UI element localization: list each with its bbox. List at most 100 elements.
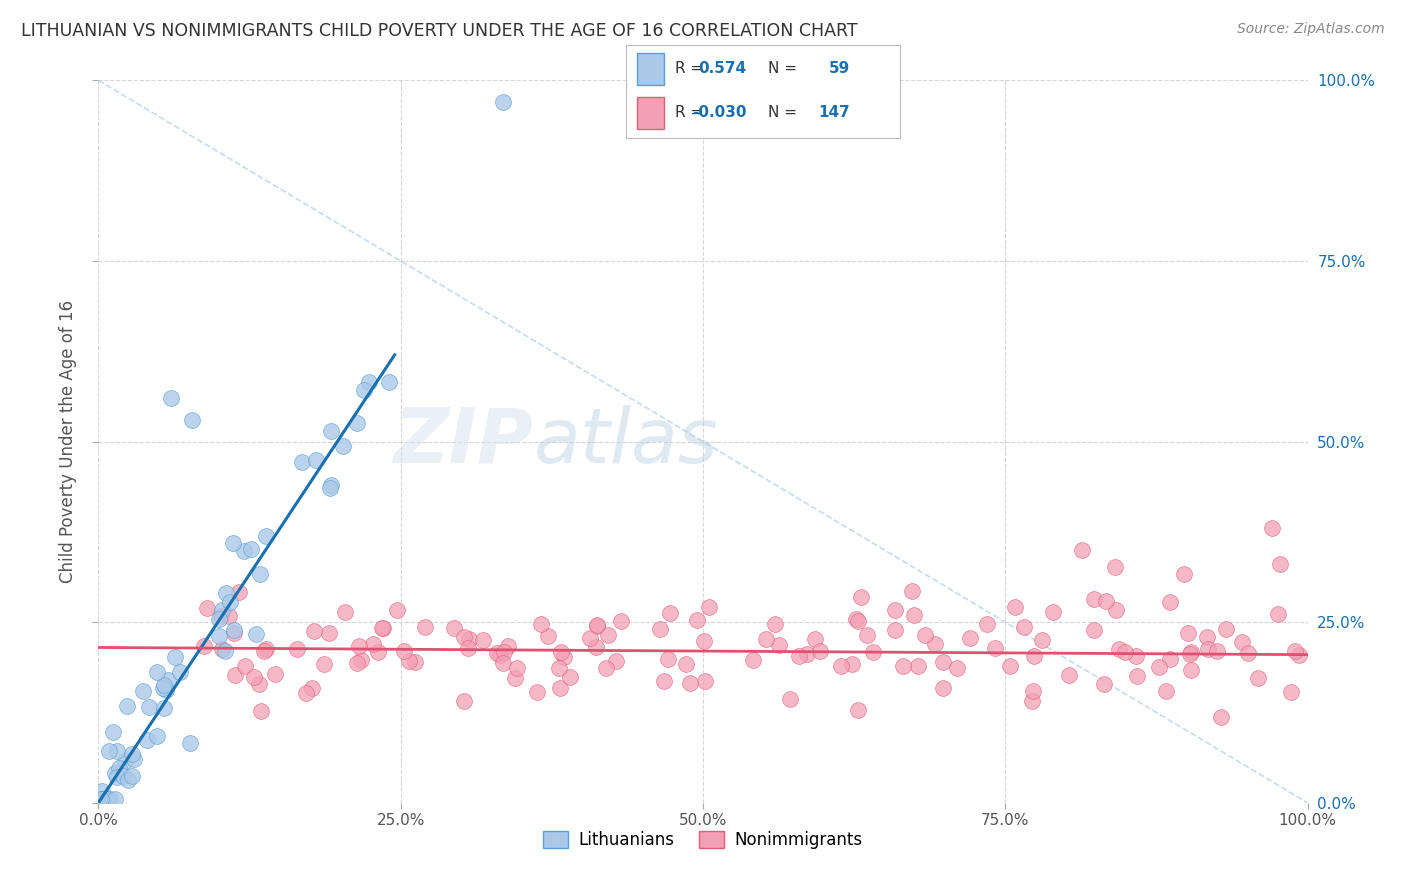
Point xyxy=(498,639,520,653)
Point xyxy=(385,602,408,616)
Point xyxy=(378,375,401,389)
Point xyxy=(215,586,238,600)
Point xyxy=(693,633,716,648)
Point xyxy=(193,639,215,653)
Point xyxy=(846,703,869,717)
Point xyxy=(219,595,242,609)
Point xyxy=(453,630,475,644)
Point xyxy=(443,622,465,636)
Point xyxy=(319,481,342,495)
Point xyxy=(486,646,509,660)
Text: N =: N = xyxy=(768,105,797,120)
Point xyxy=(222,536,245,550)
Point xyxy=(1211,710,1233,724)
Point xyxy=(302,624,325,638)
Point xyxy=(214,644,236,658)
Point xyxy=(586,619,609,633)
Point xyxy=(883,623,905,637)
Point xyxy=(371,622,394,636)
Text: N =: N = xyxy=(768,62,797,77)
Point xyxy=(998,659,1021,673)
Point xyxy=(946,661,969,675)
Text: 147: 147 xyxy=(818,105,851,120)
Point xyxy=(1178,648,1201,662)
Legend: Lithuanians, Nonimmigrants: Lithuanians, Nonimmigrants xyxy=(537,824,869,856)
Point xyxy=(98,744,121,758)
Point xyxy=(1180,663,1202,677)
Point xyxy=(1114,644,1136,658)
Point xyxy=(471,632,494,647)
Point xyxy=(787,648,810,663)
Point xyxy=(1125,648,1147,663)
Point xyxy=(332,439,354,453)
Point xyxy=(263,666,285,681)
Point xyxy=(181,413,204,427)
Point xyxy=(492,95,515,109)
Point xyxy=(605,655,627,669)
Point xyxy=(1236,646,1258,660)
Point xyxy=(578,631,600,645)
Point xyxy=(152,700,174,714)
Point xyxy=(353,383,375,397)
Point xyxy=(211,642,233,657)
Point xyxy=(458,632,481,646)
Point xyxy=(91,792,114,806)
Y-axis label: Child Poverty Under the Age of 16: Child Poverty Under the Age of 16 xyxy=(59,300,77,583)
Point xyxy=(121,769,143,783)
Point xyxy=(457,641,479,656)
Point xyxy=(489,648,512,663)
Point xyxy=(254,641,277,656)
Point xyxy=(305,452,328,467)
Point xyxy=(550,645,572,659)
Point xyxy=(1159,652,1181,666)
Point xyxy=(849,590,872,604)
Point xyxy=(891,659,914,673)
Text: R =: R = xyxy=(675,105,703,120)
Point xyxy=(1004,600,1026,615)
Point xyxy=(763,617,786,632)
Bar xyxy=(637,53,664,85)
Point xyxy=(596,628,619,642)
Point xyxy=(914,627,936,641)
Point xyxy=(453,694,475,708)
Text: Source: ZipAtlas.com: Source: ZipAtlas.com xyxy=(1237,22,1385,37)
Point xyxy=(526,685,548,699)
Text: ZIP: ZIP xyxy=(394,405,534,478)
Point xyxy=(346,656,368,670)
Point xyxy=(742,653,765,667)
Point xyxy=(1247,671,1270,685)
Point xyxy=(138,700,160,714)
Point xyxy=(492,645,515,659)
Point xyxy=(846,615,869,629)
Point xyxy=(211,603,233,617)
Point xyxy=(1095,594,1118,608)
Point xyxy=(841,657,863,671)
Point xyxy=(1279,685,1302,699)
Point xyxy=(679,676,702,690)
Point xyxy=(404,655,426,669)
Point xyxy=(413,620,436,634)
Point xyxy=(179,736,201,750)
Point xyxy=(1042,605,1064,619)
Point xyxy=(779,692,801,706)
Point xyxy=(553,649,575,664)
Point xyxy=(239,542,262,557)
Point xyxy=(218,609,240,624)
Point xyxy=(755,632,778,646)
Point xyxy=(1206,644,1229,658)
Point xyxy=(659,607,682,621)
Point xyxy=(1057,667,1080,681)
Text: LITHUANIAN VS NONIMMIGRANTS CHILD POVERTY UNDER THE AGE OF 16 CORRELATION CHART: LITHUANIAN VS NONIMMIGRANTS CHILD POVERT… xyxy=(21,22,858,40)
Point xyxy=(363,637,385,651)
Point xyxy=(695,674,717,689)
Point xyxy=(804,632,827,646)
Text: 59: 59 xyxy=(830,62,851,77)
Point xyxy=(155,682,177,697)
Point xyxy=(122,752,145,766)
Point xyxy=(1195,630,1218,644)
Point xyxy=(529,617,551,632)
Point xyxy=(650,622,672,636)
Point xyxy=(548,661,571,675)
Point xyxy=(699,600,721,615)
Point xyxy=(959,631,981,645)
